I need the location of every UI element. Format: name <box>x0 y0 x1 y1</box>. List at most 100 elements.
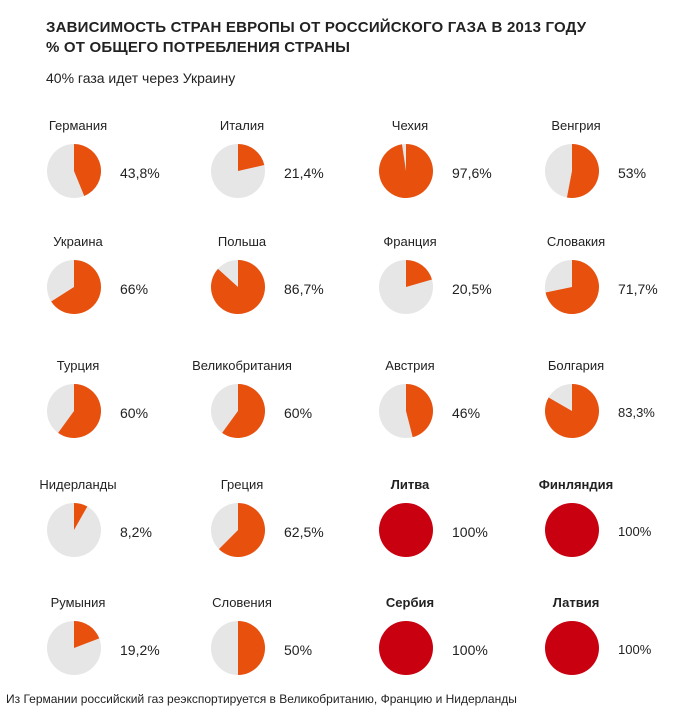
pie-cell: Сербия 100% <box>350 595 510 710</box>
pie-slice-value <box>238 621 265 675</box>
country-label: Польша <box>217 234 267 249</box>
value-label: 19,2% <box>120 642 160 658</box>
value-label: 86,7% <box>284 281 324 297</box>
pie-slice-value <box>238 144 265 171</box>
country-label: Болгария <box>547 358 605 373</box>
pie-chart <box>47 260 101 314</box>
value-label: 100% <box>452 642 488 658</box>
value-label: 50% <box>284 642 313 658</box>
pie-chart <box>47 621 101 675</box>
value-label: 100% <box>618 524 652 539</box>
pie-cell: Болгария 83,3% <box>516 358 676 473</box>
country-label: Украина <box>53 234 103 249</box>
value-label: 53% <box>618 165 647 181</box>
pie-chart <box>379 621 433 675</box>
pie-slice-value <box>406 384 433 438</box>
value-label: 71,7% <box>618 281 658 297</box>
pie-chart <box>379 260 433 314</box>
pie-slice-value <box>74 503 88 530</box>
pie-chart <box>545 260 599 314</box>
value-label: 100% <box>618 642 652 657</box>
country-label: Сербия <box>385 595 435 610</box>
country-label: Литва <box>390 477 430 492</box>
chart-title-line-1: ЗАВИСИМОСТЬ СТРАН ЕВРОПЫ ОТ РОССИЙСКОГО … <box>46 19 587 36</box>
value-label: 66% <box>120 281 149 297</box>
pie-cell: Венгрия 53% <box>516 118 676 233</box>
country-label: Латвия <box>552 595 600 610</box>
pie-cell: Германия 43,8% <box>18 118 178 233</box>
country-label: Австрия <box>385 358 435 373</box>
pie-cell: Латвия 100% <box>516 595 676 710</box>
value-label: 21,4% <box>284 165 324 181</box>
pie-chart <box>379 144 433 198</box>
pie-cell: Нидерланды 8,2% <box>18 477 178 592</box>
country-label: Турция <box>56 358 100 373</box>
pie-slice-value <box>545 384 599 438</box>
pie-chart <box>545 384 599 438</box>
country-label: Чехия <box>391 118 429 133</box>
pie-chart <box>211 621 265 675</box>
pie-chart <box>47 144 102 198</box>
chart-subtitle: 40% газа идет через Украину <box>46 70 236 86</box>
pie-slice-value <box>545 621 599 675</box>
pie-slice-value <box>222 384 265 438</box>
country-label: Великобритания <box>192 358 292 373</box>
pie-cell: Австрия 46% <box>350 358 510 473</box>
pie-cell: Словакия 71,7% <box>516 234 676 349</box>
value-label: 8,2% <box>120 524 152 540</box>
value-label: 97,6% <box>452 165 492 181</box>
pie-cell: Литва 100% <box>350 477 510 592</box>
country-label: Греция <box>220 477 264 492</box>
pie-cell: Греция 62,5% <box>182 477 342 592</box>
pie-chart <box>211 144 265 198</box>
value-label: 83,3% <box>618 405 655 420</box>
pie-chart <box>211 503 265 557</box>
country-label: Румыния <box>50 595 106 610</box>
pie-chart <box>379 384 433 438</box>
pie-slice-value <box>379 503 433 557</box>
country-label: Нидерланды <box>39 477 117 492</box>
pie-slice-value <box>211 260 265 314</box>
pie-cell: Франция 20,5% <box>350 234 510 349</box>
country-label: Франция <box>383 234 437 249</box>
country-label: Финляндия <box>538 477 614 492</box>
country-label: Словакия <box>546 234 606 249</box>
pie-chart <box>545 621 599 675</box>
pie-slice-value <box>379 144 433 198</box>
pie-chart <box>545 503 599 557</box>
pie-cell: Румыния 19,2% <box>18 595 178 710</box>
pie-cell: Финляндия 100% <box>516 477 676 592</box>
country-label: Венгрия <box>551 118 601 133</box>
value-label: 43,8% <box>120 165 160 181</box>
value-label: 62,5% <box>284 524 324 540</box>
pie-cell: Турция 60% <box>18 358 178 473</box>
pie-chart <box>47 503 101 557</box>
value-label: 100% <box>452 524 488 540</box>
pie-chart <box>211 384 265 438</box>
chart-footnote: Из Германии российский газ реэкспортируе… <box>6 692 517 706</box>
pie-chart <box>47 384 101 438</box>
pie-cell: Словения 50% <box>182 595 342 710</box>
country-label: Словения <box>212 595 272 610</box>
country-label: Италия <box>219 118 265 133</box>
value-label: 20,5% <box>452 281 492 297</box>
value-label: 60% <box>284 405 313 421</box>
pie-chart <box>211 260 265 314</box>
value-label: 60% <box>120 405 149 421</box>
pie-chart <box>545 144 599 198</box>
pie-slice-value <box>218 503 265 557</box>
pie-slice-value <box>545 260 599 314</box>
value-label: 46% <box>452 405 481 421</box>
pie-slice-value <box>74 621 100 648</box>
pie-cell: Италия 21,4% <box>182 118 342 233</box>
pie-chart <box>379 503 433 557</box>
pie-slice-value <box>74 144 102 196</box>
country-label: Германия <box>48 118 108 133</box>
pie-cell: Украина 66% <box>18 234 178 349</box>
chart-title-line-2: % ОТ ОБЩЕГО ПОТРЕБЛЕНИЯ СТРАНЫ <box>46 39 351 56</box>
pie-slice-value <box>51 260 101 314</box>
pie-slice-value <box>545 503 599 557</box>
pie-slice-value <box>58 384 101 438</box>
pie-cell: Чехия 97,6% <box>350 118 510 233</box>
